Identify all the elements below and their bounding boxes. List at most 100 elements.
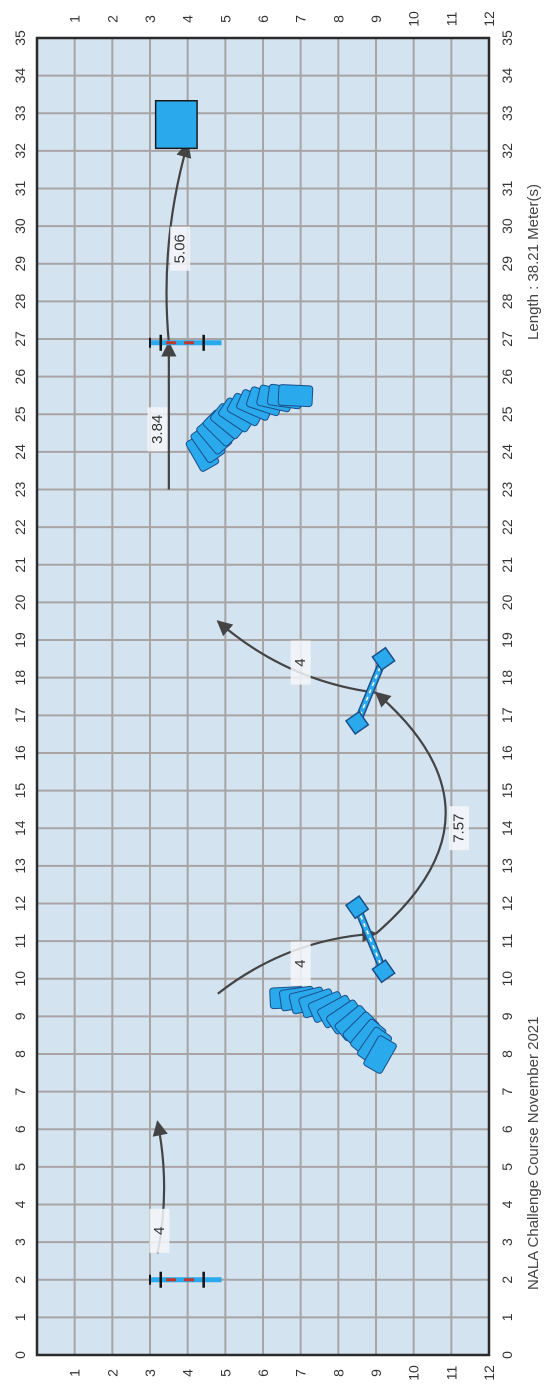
tick-label-right: 22 (499, 519, 515, 535)
distance-label-bg (170, 226, 191, 271)
tick-label-right: 0 (499, 1351, 515, 1359)
tick-label-right: 16 (499, 745, 515, 761)
tick-label-top: 7 (293, 15, 309, 23)
tick-label-left: 35 (12, 30, 28, 46)
tick-label-right: 5 (499, 1163, 515, 1171)
course-length: Length : 38.21 Meter(s) (525, 184, 542, 340)
tick-label-left: 20 (12, 594, 28, 610)
tick-label-right: 10 (499, 971, 515, 987)
tick-label-right: 32 (499, 143, 515, 159)
tick-label-left: 31 (12, 181, 28, 197)
tick-label-bottom: 8 (330, 1369, 346, 1377)
tire-end-block (371, 646, 396, 672)
tick-label-right: 1 (499, 1313, 515, 1321)
tick-label-left: 4 (12, 1200, 28, 1208)
tick-label-bottom: 1 (67, 1369, 83, 1377)
tick-label-left: 26 (12, 369, 28, 385)
tunnel-segment (363, 1035, 397, 1074)
distance-label-bg (147, 407, 168, 452)
tick-label-right: 30 (499, 218, 515, 234)
tick-label-bottom: 4 (180, 1369, 196, 1377)
tick-label-right: 3 (499, 1238, 515, 1246)
distance-label-bg (290, 941, 311, 986)
tick-label-right: 7 (499, 1087, 515, 1095)
distance-label: 4 (292, 959, 309, 967)
tick-label-right: 35 (499, 30, 515, 46)
course-path-segment (165, 141, 192, 343)
tick-label-right: 4 (499, 1200, 515, 1208)
tick-label-right: 17 (499, 707, 515, 723)
tire-end-block (344, 895, 370, 920)
tick-label-left: 3 (12, 1238, 28, 1246)
tire-frame-dash (356, 906, 385, 972)
tick-label-right: 18 (499, 670, 515, 686)
tick-label-left: 9 (12, 1012, 28, 1020)
tick-label-bottom: 10 (406, 1365, 422, 1381)
tick-label-left: 13 (12, 858, 28, 874)
tick-label-right: 9 (499, 1012, 515, 1020)
tick-label-bottom: 5 (217, 1369, 233, 1377)
tick-label-left: 22 (12, 519, 28, 535)
tick-label-right: 13 (499, 858, 515, 874)
tick-label-left: 33 (12, 105, 28, 121)
tick-label-bottom: 9 (368, 1369, 384, 1377)
tick-label-left: 2 (12, 1276, 28, 1284)
tick-label-top: 9 (368, 15, 384, 23)
tick-label-left: 14 (12, 820, 28, 836)
tunnel-segment (277, 384, 314, 408)
distance-label: 4 (292, 658, 309, 666)
tick-label-right: 24 (499, 444, 515, 460)
tire-frame-dash (356, 658, 385, 724)
course-title: NALA Challenge Course November 2021 (525, 1017, 542, 1291)
distance-label: 4 (151, 1227, 168, 1235)
tick-label-left: 18 (12, 670, 28, 686)
tick-label-bottom: 11 (443, 1366, 459, 1381)
distance-label-bg (448, 806, 469, 851)
tick-label-left: 7 (12, 1087, 28, 1095)
distance-label-bg (290, 640, 311, 685)
tick-label-top: 5 (217, 15, 233, 23)
tick-label-bottom: 7 (293, 1369, 309, 1377)
distance-label: 3.84 (149, 415, 166, 444)
tick-label-right: 6 (499, 1125, 515, 1133)
course-path-segment (374, 691, 447, 935)
tick-label-left: 28 (12, 293, 28, 309)
tick-label-left: 15 (12, 783, 28, 799)
table-obstacle (154, 99, 198, 150)
tick-label-left: 0 (12, 1351, 28, 1359)
tick-label-left: 10 (12, 971, 28, 987)
tick-label-right: 31 (499, 181, 515, 197)
tick-label-top: 11 (443, 12, 459, 27)
tick-label-right: 19 (499, 632, 515, 648)
tick-label-right: 27 (499, 331, 515, 347)
tick-label-left: 25 (12, 406, 28, 422)
tick-label-left: 6 (12, 1125, 28, 1133)
tick-label-left: 19 (12, 632, 28, 648)
tick-label-left: 32 (12, 143, 28, 159)
tick-label-left: 17 (12, 707, 28, 723)
tick-label-top: 8 (330, 15, 346, 23)
tick-label-top: 4 (180, 15, 196, 23)
tick-label-left: 23 (12, 482, 28, 498)
tick-label-right: 29 (499, 256, 515, 272)
tick-label-left: 5 (12, 1163, 28, 1171)
tick-label-bottom: 12 (481, 1365, 497, 1381)
tick-label-right: 12 (499, 895, 515, 911)
tick-label-bottom: 3 (142, 1369, 158, 1377)
tick-label-top: 1 (67, 15, 83, 23)
distance-label-bg (149, 1208, 170, 1253)
tire-end-block (344, 710, 370, 736)
tick-label-top: 6 (255, 15, 271, 23)
field-border (35, 36, 491, 1357)
tick-label-left: 24 (12, 444, 28, 460)
tick-label-right: 28 (499, 293, 515, 309)
tick-label-right: 20 (499, 594, 515, 610)
tick-label-bottom: 2 (104, 1369, 120, 1377)
tick-label-top: 10 (406, 11, 422, 27)
tick-label-right: 14 (499, 820, 515, 836)
tick-label-left: 27 (12, 331, 28, 347)
tick-label-right: 26 (499, 369, 515, 385)
tire-end-block (371, 959, 396, 984)
tick-label-left: 1 (12, 1313, 28, 1321)
